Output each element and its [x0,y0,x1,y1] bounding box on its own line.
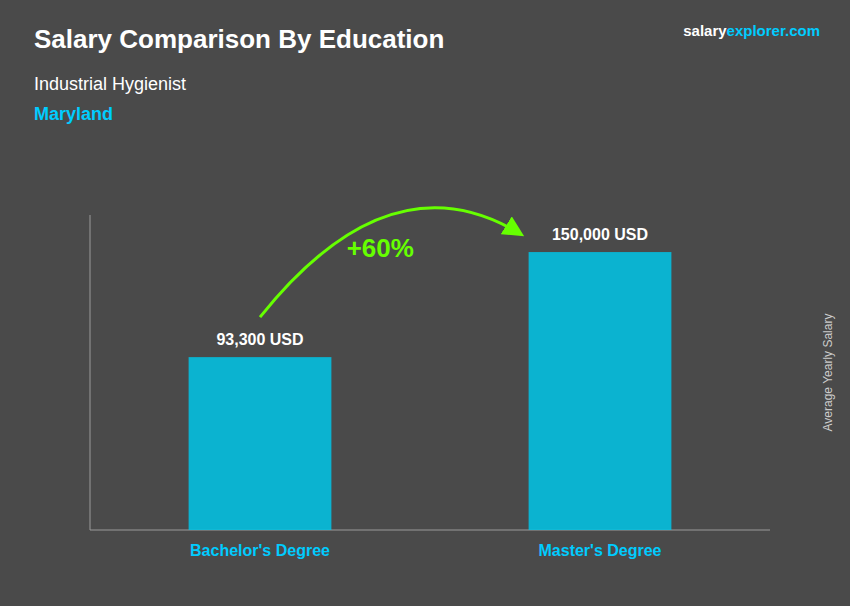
source: salaryexplorer.com [683,22,820,39]
bars [189,252,672,530]
change-label: +60% [347,233,414,263]
chart: Salary Comparison By Education Industrial… [0,0,850,606]
y-axis [90,215,91,530]
change-arrow [260,208,521,317]
subtitle: Industrial Hygienist [34,74,186,94]
data-label: 150,000 USD [552,226,648,243]
title: Salary Comparison By Education [34,24,444,54]
background [0,0,850,606]
y-axis-label: Average Yearly Salary [821,314,835,432]
category-label: Bachelor's Degree [190,542,330,559]
bar [189,357,332,530]
data-label: 93,300 USD [216,331,303,348]
category-label: Master's Degree [539,542,662,559]
bar [529,252,672,530]
subtitle: Maryland [34,104,113,124]
